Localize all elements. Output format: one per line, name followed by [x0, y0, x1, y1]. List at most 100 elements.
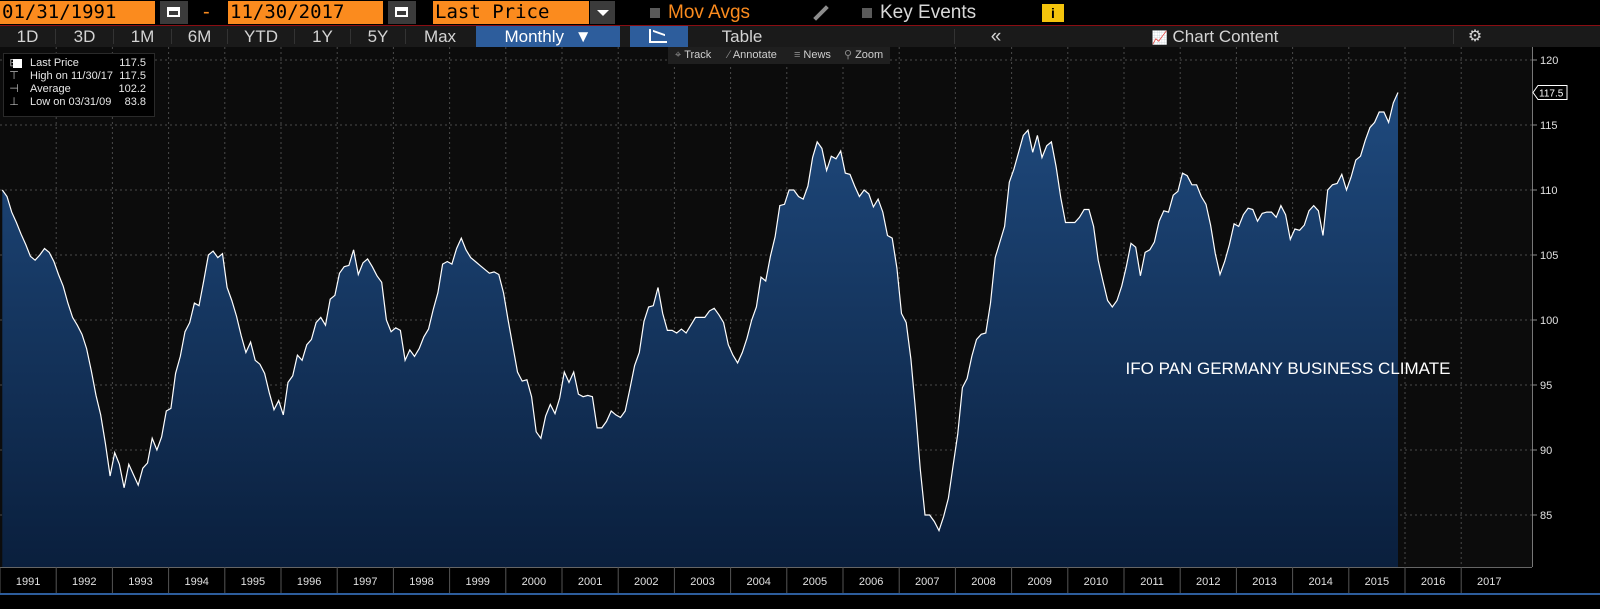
- y-tick-label: 100: [1540, 315, 1558, 327]
- legend-value: 117.5: [119, 70, 146, 82]
- y-tick-label: 85: [1540, 510, 1552, 522]
- divider: [405, 29, 406, 44]
- x-tick-label: 2002: [634, 576, 658, 588]
- frequency-label: Monthly: [504, 27, 564, 46]
- range-3d-button[interactable]: 3D: [73, 27, 96, 46]
- chart-content-button[interactable]: 📈 Chart Content: [1120, 26, 1310, 47]
- x-tick-label: 2000: [522, 576, 546, 588]
- toolbar: 01/31/1991 - 11/30/2017 Last Price Mov A…: [0, 0, 1600, 26]
- chart-content-icon: 📈: [1151, 30, 1168, 45]
- end-date-field[interactable]: 11/30/2017: [228, 1, 383, 24]
- divider: [350, 29, 351, 44]
- x-tick-label: 2016: [1421, 576, 1445, 588]
- x-tick-label: 1991: [16, 576, 40, 588]
- y-axis: 85 90 95 100 105 110 115 120: [1532, 47, 1558, 567]
- start-calendar-icon[interactable]: [160, 1, 188, 24]
- y-tick-label: 120: [1540, 55, 1558, 67]
- legend-label: Low on 03/31/09: [30, 96, 112, 108]
- track-label: Track: [684, 49, 712, 61]
- key-events-label[interactable]: Key Events: [880, 2, 977, 23]
- end-calendar-icon[interactable]: [388, 1, 416, 24]
- key-events-checkbox[interactable]: [862, 8, 872, 18]
- legend-label: Last Price: [30, 57, 79, 69]
- range-1y-button[interactable]: 1Y: [312, 27, 333, 46]
- date-range-separator: -: [203, 1, 210, 23]
- x-tick-label: 2008: [971, 576, 995, 588]
- x-tick-label: 2004: [746, 576, 770, 588]
- y-tick-label: 115: [1540, 120, 1558, 132]
- x-tick-label: 1992: [72, 576, 96, 588]
- zoom-label: Zoom: [855, 49, 884, 61]
- divider: [294, 29, 295, 44]
- series-line[interactable]: [1, 92, 1399, 533]
- legend-label: Average: [30, 83, 71, 95]
- table-view-button[interactable]: Table: [721, 27, 763, 46]
- settings-gear-icon[interactable]: ⚙: [1467, 28, 1483, 45]
- annotate-label: Annotate: [732, 49, 777, 61]
- x-tick-label: 1998: [409, 576, 433, 588]
- x-tick-label: 1996: [297, 576, 321, 588]
- x-tick-label: 2013: [1252, 576, 1276, 588]
- legend-value: 102.2: [118, 83, 146, 95]
- divider: [55, 29, 56, 44]
- x-tick-label: 1997: [353, 576, 377, 588]
- field-selector[interactable]: Last Price: [433, 1, 589, 24]
- divider: [1453, 29, 1454, 44]
- chart-annotation: IFO PAN GERMANY BUSINESS CLIMATE: [1126, 359, 1451, 378]
- range-ytd-button[interactable]: YTD: [244, 27, 278, 46]
- field-dropdown-arrow-icon[interactable]: [590, 1, 615, 24]
- divider: [227, 29, 228, 44]
- legend-value: 117.5: [119, 57, 146, 69]
- divider: [171, 29, 172, 44]
- x-axis: 1991 1992 1993 1994 1995 1996 1997 1998 1999 2000…: [0, 567, 1600, 595]
- y-tick-label: 95: [1540, 380, 1552, 392]
- legend-label: High on 11/30/17: [30, 70, 113, 82]
- y-tick-label: 110: [1540, 185, 1558, 197]
- range-5y-button[interactable]: 5Y: [367, 27, 389, 46]
- line-chart-view-button[interactable]: [630, 26, 688, 47]
- price-chart[interactable]: 1991 1992 1993 1994 1995 1996 1997 1998 1999 2000…: [0, 47, 1600, 609]
- news-icon: ≡: [794, 49, 801, 61]
- x-tick-label: 2001: [578, 576, 602, 588]
- last-value-label: 117.5: [1539, 89, 1564, 100]
- x-tick-label: 2006: [859, 576, 883, 588]
- divider: [954, 29, 955, 44]
- zoom-tool[interactable]: ⚲ Zoom: [844, 47, 883, 64]
- low-marker-icon: ⊥: [9, 96, 19, 108]
- chart-tools-bar: ⌖ Track ∕ Annotate ≡ News ⚲ Zoom: [668, 47, 890, 64]
- mov-avgs-label[interactable]: Mov Avgs: [668, 2, 751, 23]
- news-tool[interactable]: ≡ News: [794, 47, 831, 64]
- range-1m-button[interactable]: 1M: [130, 27, 155, 46]
- annotate-tool[interactable]: ∕ Annotate: [728, 47, 777, 64]
- chevron-down-icon: ▼: [574, 27, 592, 46]
- x-tick-label: 2005: [803, 576, 827, 588]
- range-6m-button[interactable]: 6M: [187, 27, 212, 46]
- x-tick-label: 2007: [915, 576, 939, 588]
- start-date-field[interactable]: 01/31/1991: [0, 1, 155, 24]
- track-tool[interactable]: ⌖ Track: [675, 47, 711, 64]
- crosshair-icon: ⌖: [675, 49, 682, 61]
- high-marker-icon: ⊤: [9, 70, 19, 82]
- frequency-dropdown[interactable]: Monthly ▼: [476, 26, 620, 47]
- average-marker-icon: ⊣: [9, 83, 19, 95]
- range-max-button[interactable]: Max: [423, 27, 457, 46]
- news-label: News: [803, 49, 831, 61]
- legend-value: 83.8: [124, 96, 146, 108]
- legend-row-low: ⊥ Low on 03/31/09 83.8: [4, 96, 150, 109]
- chart-content-label: Chart Content: [1172, 27, 1279, 46]
- info-icon[interactable]: i: [1042, 4, 1064, 22]
- range-bar: 1D 3D 1M 6M YTD 1Y 5Y Max Monthly ▼ Tabl…: [0, 26, 1600, 47]
- x-tick-label: 1994: [184, 576, 208, 588]
- chart-legend[interactable]: ⊟ Last Price 117.5 ⊤ High on 11/30/17 11…: [3, 53, 155, 117]
- x-tick-label: 2015: [1365, 576, 1389, 588]
- y-tick-label: 105: [1540, 250, 1558, 262]
- x-tick-label: 2012: [1196, 576, 1220, 588]
- x-tick-label: 1993: [128, 576, 152, 588]
- range-1d-button[interactable]: 1D: [16, 27, 39, 46]
- mov-avgs-checkbox[interactable]: [650, 8, 660, 18]
- x-tick-label: 2014: [1308, 576, 1332, 588]
- y-tick-label: 90: [1540, 445, 1552, 457]
- pencil-icon[interactable]: [813, 5, 829, 21]
- collapse-icon[interactable]: «: [990, 26, 1002, 47]
- x-tick-label: 2011: [1140, 576, 1164, 588]
